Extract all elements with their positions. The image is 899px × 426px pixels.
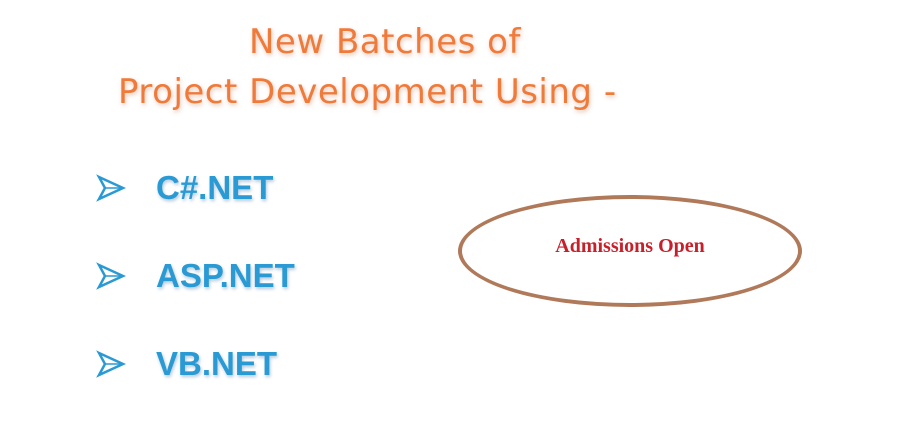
admissions-open-label: Admissions Open <box>555 234 705 257</box>
technology-item-vbnet: VB.NET <box>96 342 295 386</box>
technology-label: VB.NET <box>156 345 278 382</box>
technology-label: C#.NET <box>156 169 274 206</box>
arrow-icon <box>96 174 126 202</box>
technology-list: C#.NET ASP.NET VB.NET <box>96 166 295 386</box>
technology-item-csharp: C#.NET <box>96 166 295 210</box>
technology-label: ASP.NET <box>156 257 295 294</box>
heading-line-1: New Batches of <box>249 22 521 62</box>
admissions-oval: Admissions Open <box>458 195 802 307</box>
arrow-icon <box>96 350 126 378</box>
technology-item-aspnet: ASP.NET <box>96 254 295 298</box>
heading-line-2: Project Development Using - <box>118 72 617 112</box>
arrow-icon <box>96 262 126 290</box>
